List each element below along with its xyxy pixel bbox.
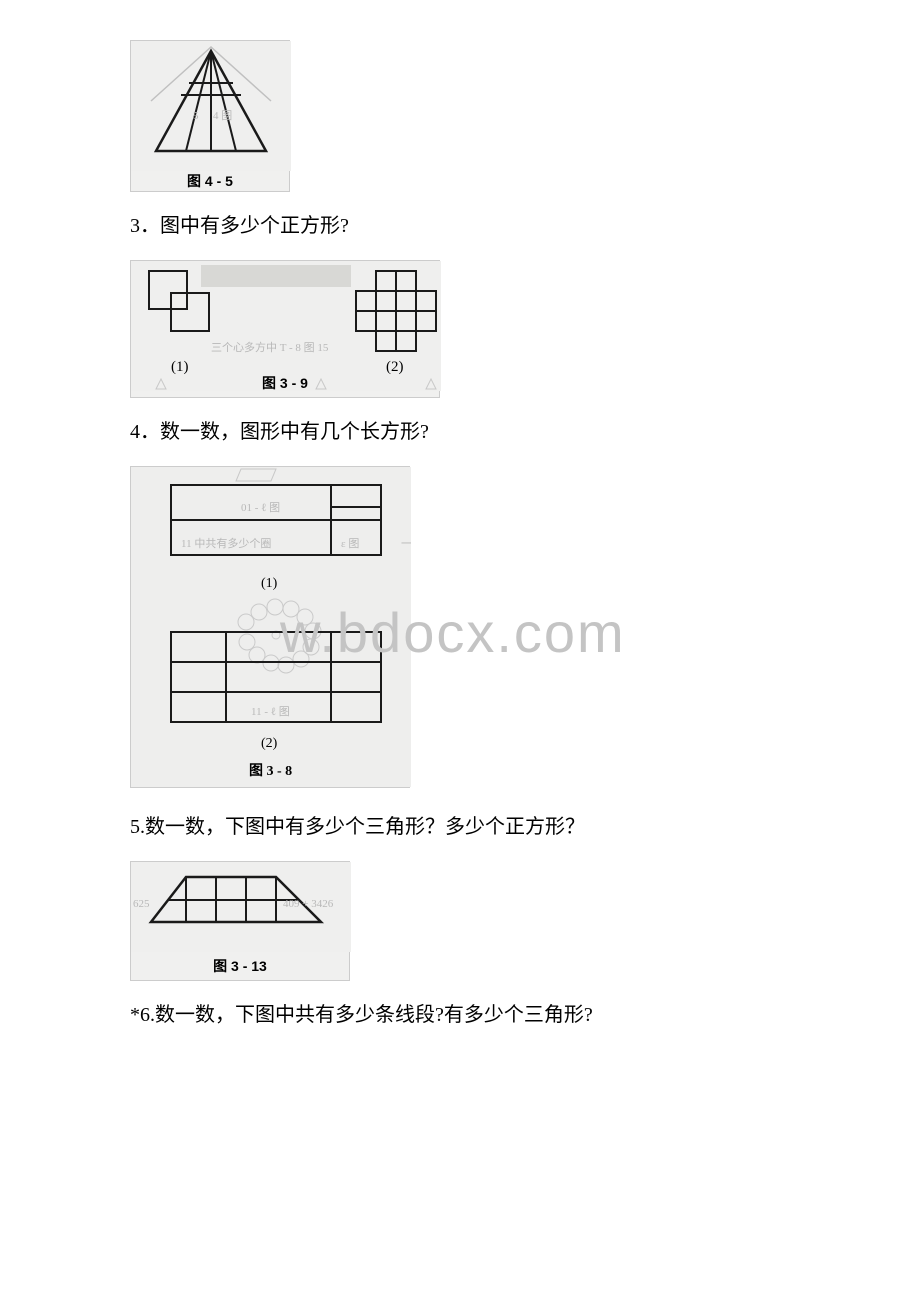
svg-text:625: 625 [133, 898, 150, 910]
figure-trapezoid: 625 409 + 3426 图 3 - 13 [130, 861, 350, 981]
sub-label-1: (1) [261, 576, 278, 591]
svg-text:11 - ℓ 图: 11 - ℓ 图 [251, 705, 290, 718]
figure-caption: 图 3 - 13 [131, 952, 349, 980]
triangle-diagram: 5 4 图 [131, 41, 291, 171]
question-6: *6.数一数，下图中共有多少条线段?有多少个三角形? [130, 999, 790, 1031]
figure-caption-inline: 图 3 - 8 [249, 763, 292, 779]
figure-rectangles: 01 - ℓ 图 11 中共有多少个圈 ε 图 一支 (1) 11 - ℓ 图 … [130, 466, 410, 788]
sub-label-2: (2) [386, 359, 404, 375]
question-5: 5.数一数，下图中有多少个三角形？多少个正方形？ [130, 811, 790, 843]
svg-text:一支: 一支 [401, 537, 411, 550]
question-4: 4．数一数，图形中有几个长方形? [130, 416, 790, 448]
svg-text:5: 5 [193, 110, 199, 122]
svg-text:ε 图: ε 图 [341, 537, 359, 550]
figure-triangle-fan: 5 4 图 图 4 - 5 [130, 40, 290, 192]
trapezoid-diagram: 625 409 + 3426 [131, 862, 351, 952]
svg-text:4 图: 4 图 [213, 109, 232, 122]
rectangles-diagram: 01 - ℓ 图 11 中共有多少个圈 ε 图 一支 (1) 11 - ℓ 图 … [131, 467, 411, 787]
svg-text:409 + 3426: 409 + 3426 [283, 898, 334, 910]
sub-label-1: (1) [171, 359, 189, 375]
svg-text:01 - ℓ 图: 01 - ℓ 图 [241, 501, 280, 514]
faint-text: 三个心多方中 T - 8 图 15 [211, 340, 329, 354]
figure-squares: 三个心多方中 T - 8 图 15 (1) (2) 图 3 - 9 [130, 260, 440, 398]
question-3: 3．图中有多少个正方形? [130, 210, 790, 242]
sub-label-2: (2) [261, 736, 278, 751]
squares-diagram: 三个心多方中 T - 8 图 15 (1) (2) [131, 261, 441, 391]
svg-text:11 中共有多少个圈: 11 中共有多少个圈 [181, 536, 271, 550]
figure-caption: 图 4 - 5 [131, 171, 289, 191]
